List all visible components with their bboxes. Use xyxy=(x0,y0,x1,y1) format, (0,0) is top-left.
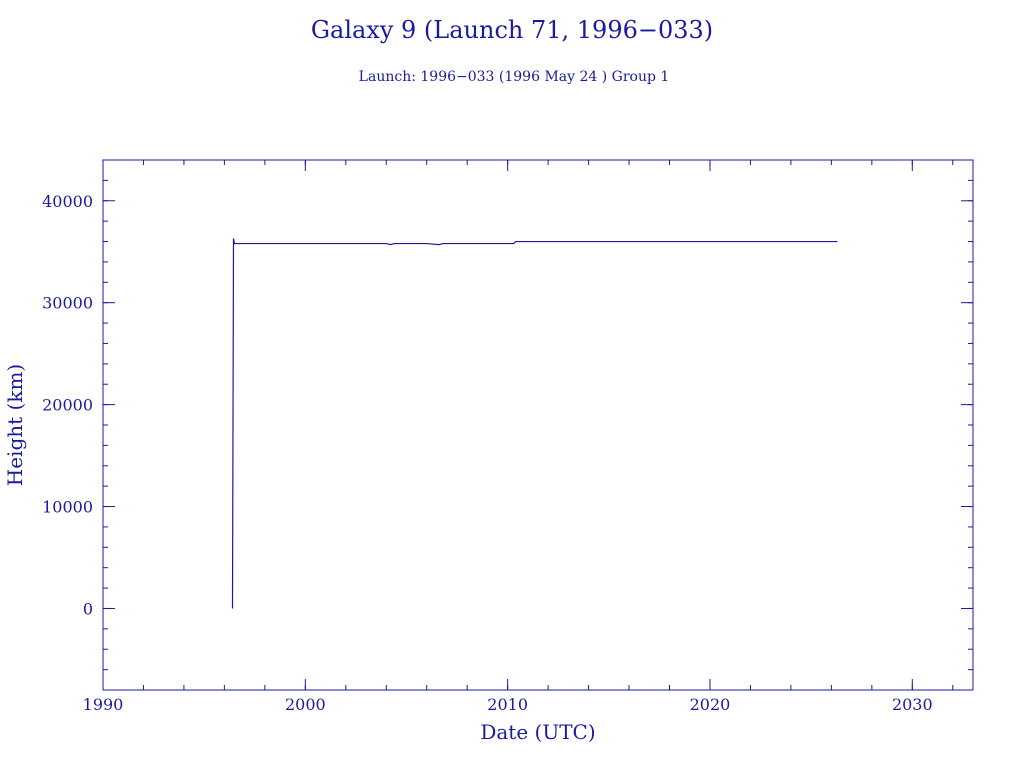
series-line xyxy=(231,238,838,609)
series-group xyxy=(231,238,838,609)
chart-title: Galaxy 9 (Launch 71, 1996−033) xyxy=(311,16,713,44)
y-tick-label: 0 xyxy=(83,599,93,618)
y-tick-label: 20000 xyxy=(42,396,93,415)
y-tick-label: 30000 xyxy=(42,294,93,313)
x-axis-label: Date (UTC) xyxy=(480,720,595,744)
chart-subtitle: Launch: 1996−033 (1996 May 24 ) Group 1 xyxy=(359,69,670,85)
y-axis-label: Height (km) xyxy=(3,364,27,486)
x-tick-label: 2010 xyxy=(487,695,528,714)
x-tick-label: 2030 xyxy=(892,695,933,714)
y-tick-label: 10000 xyxy=(42,498,93,517)
y-tick-label: 40000 xyxy=(42,192,93,211)
x-tick-label: 1990 xyxy=(83,695,124,714)
x-tick-label: 2020 xyxy=(690,695,731,714)
x-tick-label: 2000 xyxy=(285,695,326,714)
axis-ticks xyxy=(102,159,973,691)
axis-tick-labels: 1990 2000 2010 2020 2030 0 10000 20000 30000 4000… xyxy=(42,192,933,714)
